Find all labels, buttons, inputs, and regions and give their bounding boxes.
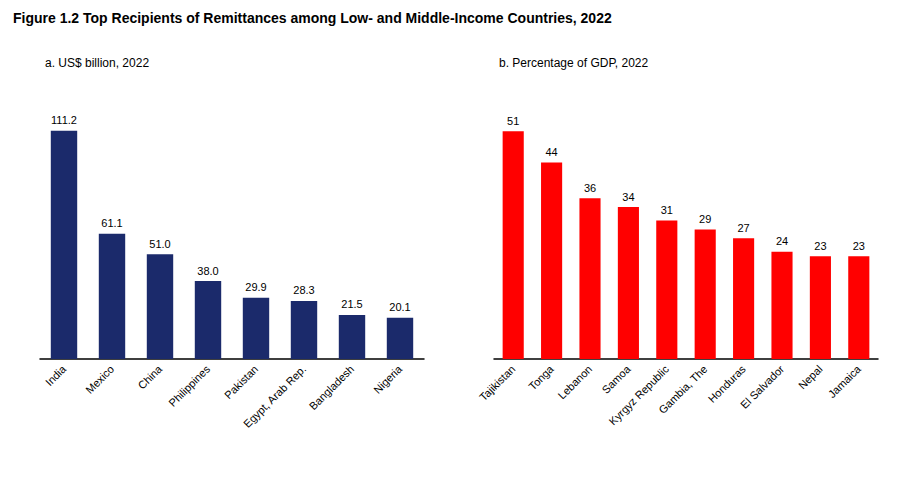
svg-text:a. US$ billion, 2022: a. US$ billion, 2022 <box>45 56 149 70</box>
svg-text:51.0: 51.0 <box>149 238 170 250</box>
svg-text:27: 27 <box>737 222 749 234</box>
svg-text:38.0: 38.0 <box>197 265 218 277</box>
svg-text:El Salvador: El Salvador <box>738 363 786 411</box>
svg-text:Gambia, The: Gambia, The <box>656 363 709 416</box>
svg-text:21.5: 21.5 <box>341 298 362 310</box>
svg-text:b. Percentage of GDP, 2022: b. Percentage of GDP, 2022 <box>499 56 649 70</box>
svg-text:Nepal: Nepal <box>796 363 825 392</box>
svg-text:India: India <box>43 362 69 388</box>
svg-text:29: 29 <box>699 213 711 225</box>
svg-text:China: China <box>135 362 164 391</box>
svg-text:36: 36 <box>584 182 596 194</box>
svg-text:Mexico: Mexico <box>83 363 116 396</box>
svg-text:Bangladesh: Bangladesh <box>307 363 357 413</box>
svg-text:Jamaica: Jamaica <box>826 362 864 400</box>
svg-text:Nigeria: Nigeria <box>371 362 405 396</box>
svg-text:61.1: 61.1 <box>101 217 122 229</box>
svg-text:Kyrgyz Republic: Kyrgyz Republic <box>606 362 671 427</box>
svg-text:Figure 1.2 Top Recipients of R: Figure 1.2 Top Recipients of Remittances… <box>13 10 612 26</box>
svg-text:Tajikistan: Tajikistan <box>477 363 517 403</box>
svg-text:Pakistan: Pakistan <box>222 363 260 401</box>
svg-text:34: 34 <box>622 191 634 203</box>
svg-text:51: 51 <box>507 115 519 127</box>
svg-text:20.1: 20.1 <box>389 301 410 313</box>
svg-text:Honduras: Honduras <box>705 362 748 405</box>
svg-text:Tonga: Tonga <box>526 362 556 392</box>
svg-text:31: 31 <box>661 204 673 216</box>
svg-text:44: 44 <box>545 146 557 158</box>
svg-text:28.3: 28.3 <box>293 284 314 296</box>
svg-text:111.2: 111.2 <box>51 114 77 126</box>
svg-text:29.9: 29.9 <box>245 281 266 293</box>
svg-text:Samoa: Samoa <box>600 362 634 396</box>
svg-text:Lebanon: Lebanon <box>556 363 595 402</box>
svg-text:Philippines: Philippines <box>166 362 212 408</box>
svg-text:23: 23 <box>814 240 826 252</box>
svg-text:23: 23 <box>853 240 865 252</box>
svg-text:24: 24 <box>776 235 788 247</box>
svg-text:Egypt, Arab Rep.: Egypt, Arab Rep. <box>241 363 308 430</box>
